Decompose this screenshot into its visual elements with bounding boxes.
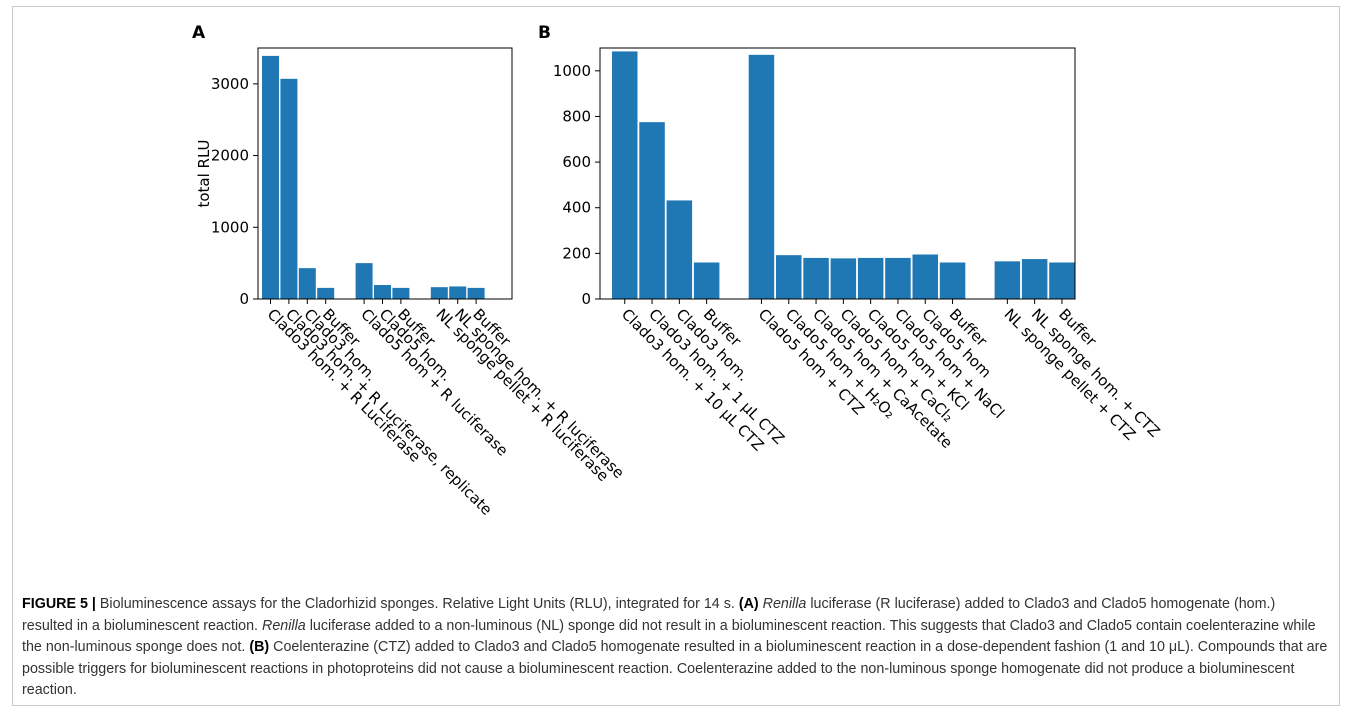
- panel-a-y-tick-label: 2000: [211, 147, 249, 165]
- panel-a-letter: A: [192, 23, 206, 43]
- panel-a-axes-frame: [257, 47, 513, 300]
- panel-a-bar: [355, 263, 373, 299]
- panel-a-y-tick-label: 1000: [211, 218, 249, 236]
- panel-a-bar: [280, 78, 298, 299]
- caption-text-1: Bioluminescence assays for the Cladorhiz…: [95, 596, 739, 612]
- panel-b-bar: [639, 122, 665, 299]
- panel-a-bar: [449, 286, 467, 299]
- panel-b-y-tick-label: 1000: [553, 62, 591, 80]
- panel-b-bar: [666, 200, 693, 299]
- panel-b-y-tick-label: 200: [562, 244, 591, 262]
- panel-b-x-tick-label: NL sponge hom. + CTZ: [1028, 305, 1164, 441]
- panel-b-bar: [912, 254, 938, 299]
- caption-renilla-1: Renilla: [762, 596, 807, 612]
- panel-b-y-tick-label: 0: [581, 290, 591, 308]
- panel-b-bar: [803, 257, 829, 299]
- figure-frame: [12, 6, 1340, 706]
- caption-renilla-2: Renilla: [262, 617, 306, 634]
- caption-text-4: luciferase added to a non-luminous (NL) …: [22, 617, 1316, 656]
- panel-b-bar: [776, 255, 802, 299]
- panel-a-bar: [262, 55, 279, 299]
- panel-a-y-tick-label: 3000: [211, 75, 249, 93]
- panel-b-y-tick-label: 800: [562, 107, 591, 125]
- caption-panel-a: (A): [738, 596, 759, 612]
- panel-b-y-tick-label: 400: [562, 199, 591, 217]
- panel-b-bar: [612, 51, 638, 299]
- panel-b-y-tick-label: 600: [562, 153, 591, 171]
- caption-text-3: luciferase (R luciferase) added to Clado…: [22, 596, 1276, 634]
- panel-b-bar: [857, 257, 884, 299]
- panel-a-bar: [392, 287, 410, 299]
- caption-text-5: Coelenterazine (CTZ) added to Clado3 and…: [22, 639, 1328, 698]
- panel-a-bar: [298, 268, 316, 299]
- panel-b-bar: [1049, 262, 1075, 299]
- panel-a-bar: [374, 285, 391, 299]
- panel-b-axes-frame: [599, 47, 1076, 300]
- panel-a-bar: [317, 287, 335, 299]
- panel-b-bar: [748, 54, 775, 299]
- panel-b-bar: [693, 262, 720, 299]
- panel-a-bar: [430, 287, 448, 299]
- panel-a-y-tick-label: 0: [239, 290, 249, 308]
- panel-b-bar: [939, 262, 966, 299]
- panel-b-letter: B: [538, 23, 551, 43]
- caption-label: FIGURE 5 |: [22, 596, 96, 612]
- figure-caption: FIGURE 5 | Bioluminescence assays for th…: [22, 594, 1330, 702]
- panel-a-y-axis-label: total RLU: [195, 139, 213, 207]
- panel-a-x-tick-label: NL sponge hom. + R luciferase: [451, 305, 628, 482]
- panel-b-bar: [1021, 259, 1048, 299]
- panel-a-bar: [467, 287, 485, 299]
- panel-b-bar: [994, 261, 1021, 299]
- panel-b-bar: [830, 258, 857, 299]
- caption-panel-b: (B): [249, 639, 270, 655]
- panel-b-bar: [885, 257, 911, 299]
